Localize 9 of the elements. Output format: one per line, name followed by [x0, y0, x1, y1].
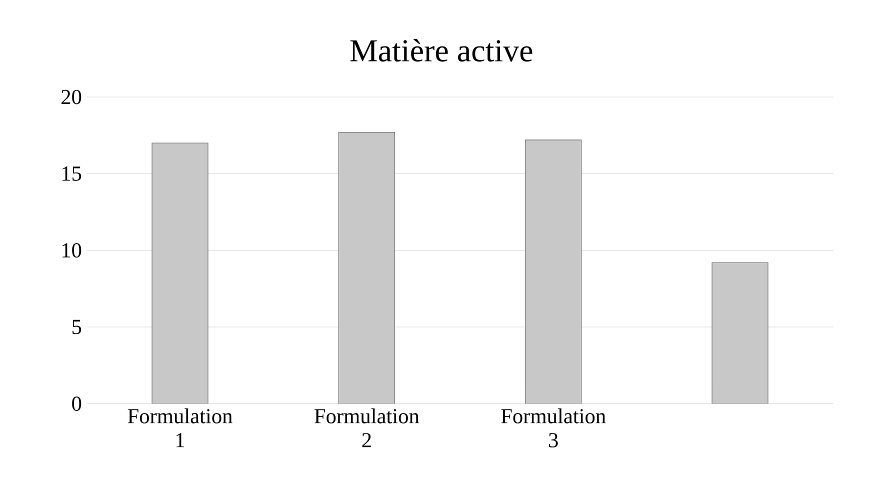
y-tick-label: 15	[62, 166, 82, 181]
chart-title: Matière active	[350, 39, 532, 62]
y-tick-label: 10	[62, 243, 82, 258]
y-tick-label: 20	[62, 90, 82, 104]
y-tick-label: 0	[72, 396, 82, 411]
x-tick-label: Formulation 1	[128, 408, 232, 448]
x-tick-label: Formulation 2	[314, 408, 420, 448]
y-tick-label: 5	[72, 320, 82, 334]
x-tick-label: Formulation 3	[501, 408, 606, 448]
